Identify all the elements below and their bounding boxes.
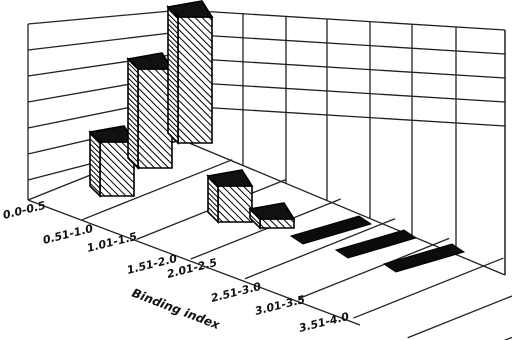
bar-side-face [167,5,179,145]
grid-line [27,31,183,51]
grid-line [181,81,506,103]
grid-line [181,105,506,127]
bar [248,202,296,230]
bar [289,215,373,245]
grid-line [244,218,396,280]
grid-line [181,33,506,55]
bar [166,0,214,145]
x-tick-label: 0.0-0.5 [2,199,48,222]
grid-line [181,9,506,31]
bar-zero-tile [382,243,466,273]
grid-line [407,295,512,339]
bar [382,243,466,273]
bar-zero-tile [289,215,373,245]
grid-line [353,257,504,319]
x-tick-label: 3.01-3.5 [254,293,307,318]
bar-top-face [206,169,254,187]
bar [126,52,174,170]
bar-front-face [259,218,295,229]
bar-top-face [248,202,296,220]
grid-line [81,159,233,221]
grid-line [503,336,512,340]
bar-side-face [127,57,139,170]
bar [334,229,418,259]
bar-front-face [217,185,253,223]
bar [206,169,254,224]
bar [88,125,136,198]
grid-line [190,198,341,260]
bar-front-face [137,68,173,169]
bar-top-face [166,0,214,18]
x-tick-label: 3.51-4.0 [298,310,351,335]
grid-line [298,237,450,300]
grid-line [181,57,506,79]
bars-layer [88,0,466,273]
bar-front-face [177,16,213,144]
grid-line [27,9,183,25]
x-tick-label: 2.51-3.0 [210,280,263,305]
bar-zero-tile [334,229,418,259]
grid-line [27,199,361,326]
